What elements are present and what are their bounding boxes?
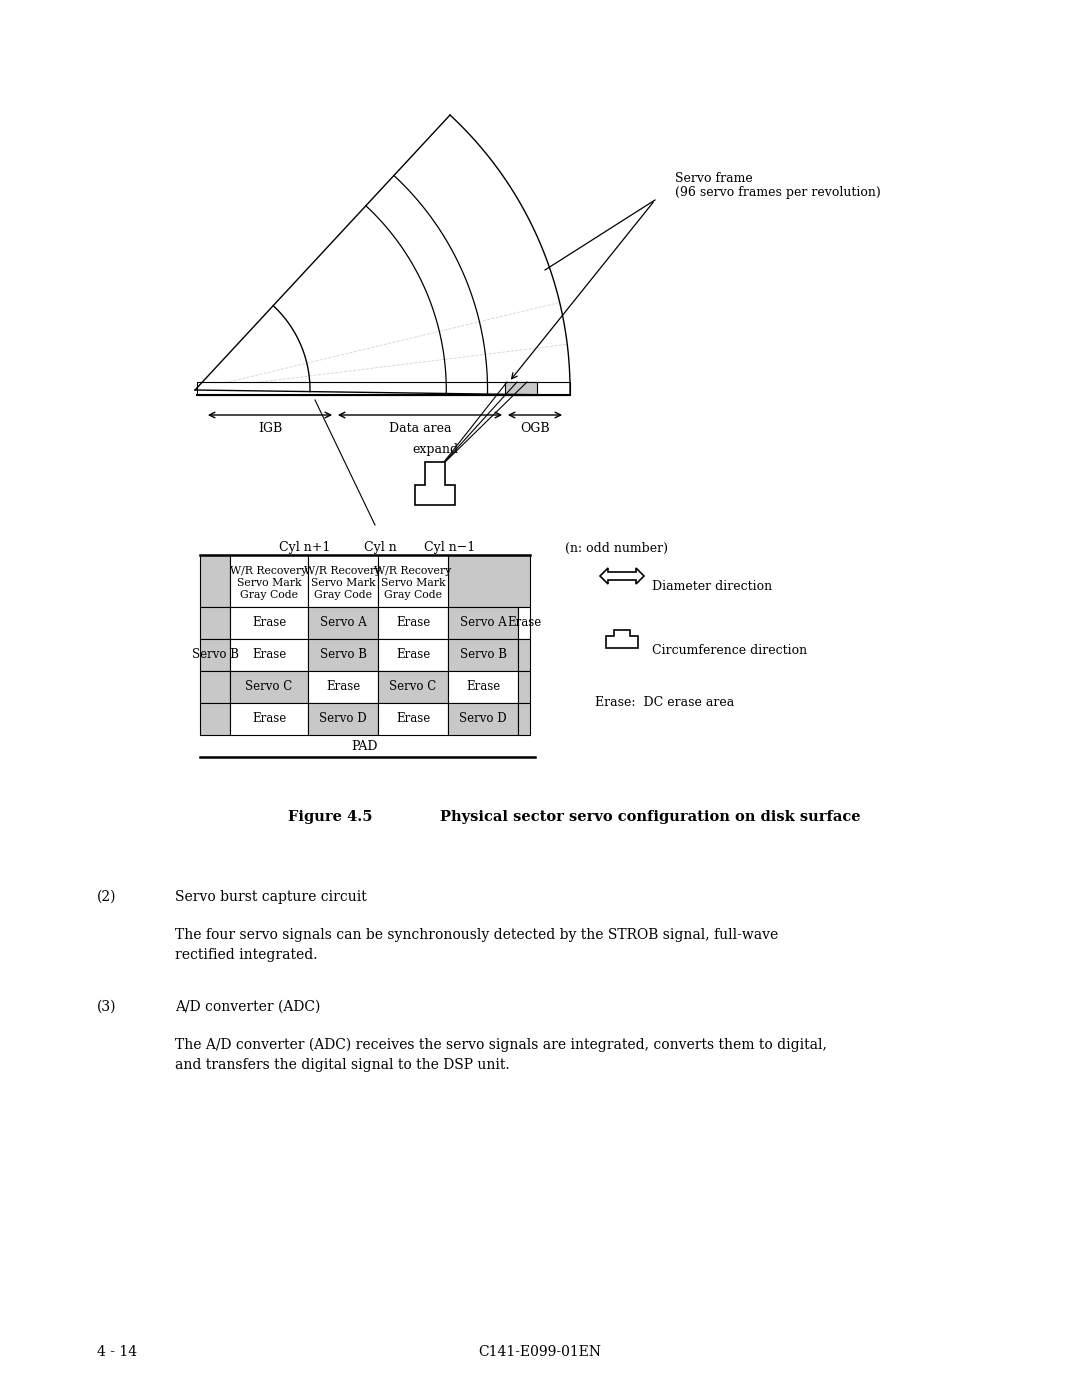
Text: Servo C: Servo C	[390, 680, 436, 693]
Text: and transfers the digital signal to the DSP unit.: and transfers the digital signal to the …	[175, 1058, 510, 1071]
Text: C141-E099-01EN: C141-E099-01EN	[478, 1345, 602, 1359]
Text: Servo Mark: Servo Mark	[237, 578, 301, 588]
Text: Erase:  DC erase area: Erase: DC erase area	[595, 697, 734, 710]
Polygon shape	[415, 462, 455, 504]
Bar	[197, 381, 570, 395]
Text: The four servo signals can be synchronously detected by the STROB signal, full-w: The four servo signals can be synchronou…	[175, 928, 779, 942]
Text: Gray Code: Gray Code	[240, 590, 298, 599]
Text: Physical sector servo configuration on disk surface: Physical sector servo configuration on d…	[440, 810, 861, 824]
Text: W/R Recovery: W/R Recovery	[305, 566, 381, 576]
Text: Erase: Erase	[252, 648, 286, 662]
Text: Cyl n: Cyl n	[364, 542, 396, 555]
Bar	[505, 381, 537, 395]
Text: Servo Mark: Servo Mark	[380, 578, 445, 588]
Text: A/D converter (ADC): A/D converter (ADC)	[175, 1000, 321, 1014]
Text: Erase: Erase	[396, 616, 430, 630]
Text: Cyl n+1: Cyl n+1	[280, 542, 330, 555]
Text: PAD: PAD	[352, 739, 378, 753]
Bar	[230, 638, 308, 671]
Text: Erase: Erase	[252, 616, 286, 630]
Text: Circumference direction: Circumference direction	[652, 644, 807, 658]
Bar	[308, 638, 378, 671]
Bar	[200, 638, 230, 671]
Bar	[518, 638, 530, 671]
Text: Gray Code: Gray Code	[314, 590, 372, 599]
Text: Servo A: Servo A	[320, 616, 366, 630]
Text: Servo C: Servo C	[245, 680, 293, 693]
Text: Servo D: Servo D	[459, 712, 507, 725]
Text: Diameter direction: Diameter direction	[652, 580, 772, 592]
Bar	[448, 671, 518, 703]
Text: W/R Recovery: W/R Recovery	[230, 566, 308, 576]
Text: Servo A: Servo A	[460, 616, 507, 630]
Bar	[378, 703, 448, 735]
Bar	[230, 555, 308, 608]
Bar	[200, 608, 230, 638]
Text: (96 servo frames per revolution): (96 servo frames per revolution)	[675, 186, 881, 198]
Text: Servo burst capture circuit: Servo burst capture circuit	[175, 890, 367, 904]
Text: 4 - 14: 4 - 14	[97, 1345, 137, 1359]
Text: Cyl n−1: Cyl n−1	[424, 542, 475, 555]
Text: Servo Mark: Servo Mark	[311, 578, 376, 588]
Text: The A/D converter (ADC) receives the servo signals are integrated, converts them: The A/D converter (ADC) receives the ser…	[175, 1038, 827, 1052]
Text: Gray Code: Gray Code	[384, 590, 442, 599]
Bar	[518, 703, 530, 735]
Text: OGB: OGB	[521, 422, 550, 436]
Text: Servo B: Servo B	[191, 648, 239, 662]
Text: Erase: Erase	[507, 616, 541, 630]
Bar	[448, 638, 518, 671]
Bar	[448, 555, 530, 608]
Text: Servo D: Servo D	[320, 712, 367, 725]
Text: Figure 4.5: Figure 4.5	[287, 810, 373, 824]
Text: Servo frame: Servo frame	[675, 172, 753, 184]
Text: Erase: Erase	[396, 712, 430, 725]
Polygon shape	[606, 630, 638, 648]
Text: (n: odd number): (n: odd number)	[565, 542, 669, 555]
Text: W/R Recovery: W/R Recovery	[375, 566, 451, 576]
Text: (3): (3)	[97, 1000, 117, 1014]
Polygon shape	[600, 569, 644, 584]
Bar	[308, 555, 378, 608]
Bar	[378, 608, 448, 638]
Bar	[230, 608, 308, 638]
Bar	[308, 608, 378, 638]
Text: Servo B: Servo B	[459, 648, 507, 662]
Bar	[518, 608, 530, 638]
Bar	[308, 671, 378, 703]
Bar	[230, 671, 308, 703]
Bar	[230, 703, 308, 735]
Bar	[448, 608, 518, 638]
Bar	[378, 671, 448, 703]
Text: Erase: Erase	[252, 712, 286, 725]
Text: expand: expand	[411, 443, 458, 457]
Bar	[200, 671, 230, 703]
Text: rectified integrated.: rectified integrated.	[175, 949, 318, 963]
Bar	[518, 671, 530, 703]
Bar	[448, 703, 518, 735]
Bar	[200, 703, 230, 735]
Text: Erase: Erase	[326, 680, 360, 693]
Text: Servo B: Servo B	[320, 648, 366, 662]
Text: Erase: Erase	[465, 680, 500, 693]
Text: IGB: IGB	[258, 422, 282, 436]
Bar	[378, 555, 448, 608]
Bar	[308, 703, 378, 735]
Bar	[200, 555, 230, 608]
Text: Erase: Erase	[396, 648, 430, 662]
Text: (2): (2)	[97, 890, 117, 904]
Bar	[378, 638, 448, 671]
Text: Data area: Data area	[389, 422, 451, 436]
